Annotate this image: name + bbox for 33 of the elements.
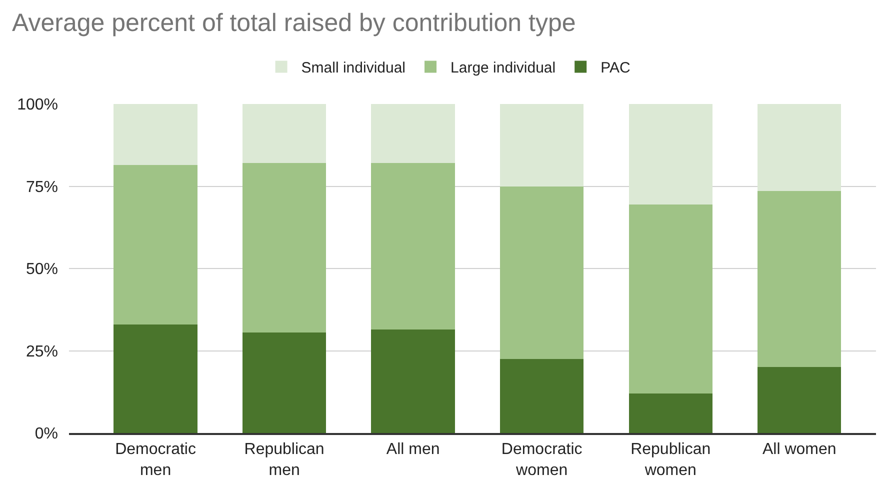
legend-label: PAC — [600, 60, 630, 77]
bar — [758, 367, 842, 433]
bar — [758, 191, 842, 368]
y-tick-label: 75% — [26, 178, 58, 196]
bar — [242, 104, 326, 164]
legend-label: Small individual — [301, 60, 406, 77]
bar — [114, 104, 198, 165]
bar — [628, 394, 712, 433]
x-tick-label: Democratic men — [115, 440, 196, 479]
bar — [628, 104, 712, 204]
bar — [758, 104, 842, 192]
x-tick-label: Democratic women — [501, 440, 582, 479]
x-tick-label: Republican men — [244, 440, 324, 479]
y-tick-label: 100% — [17, 96, 58, 114]
bar — [371, 104, 455, 164]
y-tick-label: 25% — [26, 343, 58, 360]
x-tick-label: Republican women — [630, 440, 711, 479]
x-tick-label: All women — [762, 440, 836, 458]
bar — [371, 329, 455, 433]
x-tick-label: All men — [386, 440, 440, 458]
y-tick-label: 0% — [34, 426, 58, 443]
bar — [242, 163, 326, 333]
bar — [371, 163, 455, 330]
bar — [500, 358, 584, 433]
bar — [242, 332, 326, 433]
bar — [500, 186, 584, 359]
bar — [114, 324, 198, 433]
bar — [114, 164, 198, 324]
bar — [628, 204, 712, 394]
chart-title: Average percent of total raised by contribution type — [12, 8, 576, 37]
legend-label: Large individual — [450, 60, 556, 77]
y-tick-label: 50% — [26, 261, 58, 278]
bar — [500, 104, 584, 186]
